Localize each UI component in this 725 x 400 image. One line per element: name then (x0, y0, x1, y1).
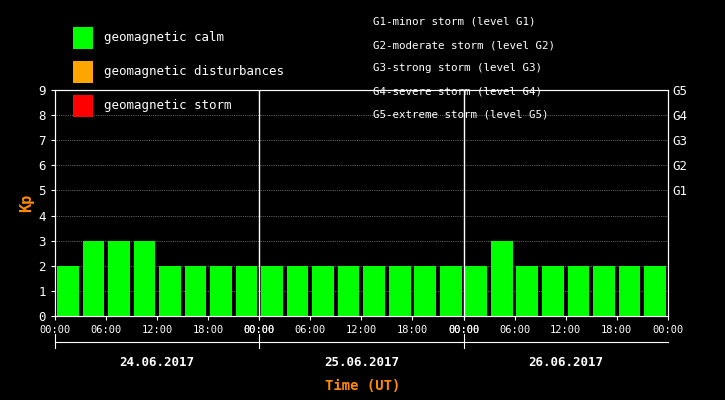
Bar (108, 241, 130, 316)
Text: G1-minor storm (level G1): G1-minor storm (level G1) (373, 17, 536, 27)
Text: G5-extreme storm (level G5): G5-extreme storm (level G5) (373, 110, 549, 120)
Bar (133, 241, 155, 316)
Bar (491, 241, 513, 316)
Text: 25.06.2017: 25.06.2017 (324, 356, 399, 368)
Text: geomagnetic disturbances: geomagnetic disturbances (104, 66, 283, 78)
Bar (287, 266, 308, 316)
Bar (568, 266, 589, 316)
Bar (210, 266, 232, 316)
Text: 24.06.2017: 24.06.2017 (120, 356, 195, 368)
Bar (363, 266, 385, 316)
Bar (389, 266, 410, 316)
Bar (415, 266, 436, 316)
Text: G3-strong storm (level G3): G3-strong storm (level G3) (373, 64, 542, 74)
Bar (159, 266, 181, 316)
Bar (465, 266, 487, 316)
Text: geomagnetic calm: geomagnetic calm (104, 32, 224, 44)
Bar (542, 266, 564, 316)
Bar (618, 266, 640, 316)
Bar (261, 266, 283, 316)
Text: G2-moderate storm (level G2): G2-moderate storm (level G2) (373, 40, 555, 50)
Bar (338, 266, 360, 316)
Text: geomagnetic storm: geomagnetic storm (104, 100, 231, 112)
Bar (57, 266, 79, 316)
Y-axis label: Kp: Kp (20, 194, 34, 212)
Bar (440, 266, 462, 316)
Bar (644, 266, 666, 316)
Bar (593, 266, 615, 316)
Text: G4-severe storm (level G4): G4-severe storm (level G4) (373, 87, 542, 97)
Text: Time (UT): Time (UT) (325, 379, 400, 393)
Bar (83, 241, 104, 316)
Bar (185, 266, 207, 316)
Bar (516, 266, 538, 316)
Text: 26.06.2017: 26.06.2017 (528, 356, 603, 368)
Bar (236, 266, 257, 316)
Bar (312, 266, 334, 316)
